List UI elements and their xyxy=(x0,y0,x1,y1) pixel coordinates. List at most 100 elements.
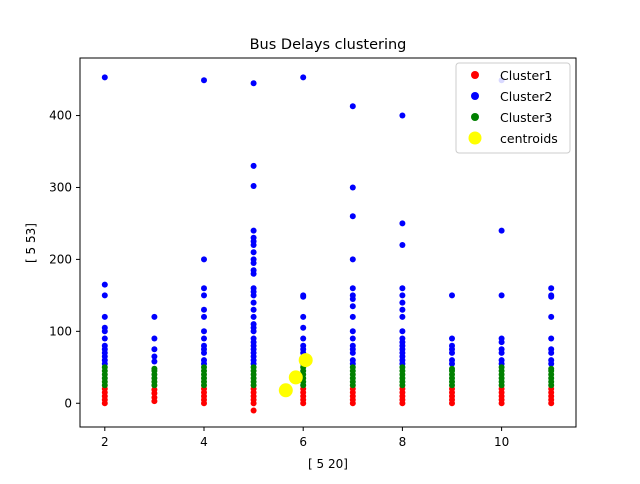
data-point xyxy=(349,328,356,335)
data-point xyxy=(101,292,108,299)
data-point xyxy=(498,364,505,371)
data-point xyxy=(349,349,356,356)
legend: Cluster1 Cluster2 Cluster3 centroids xyxy=(455,62,571,154)
legend-entry-cluster3: Cluster3 xyxy=(471,110,552,125)
data-point xyxy=(399,328,406,335)
data-point xyxy=(548,365,555,372)
data-point xyxy=(250,292,257,299)
data-point xyxy=(250,183,257,189)
legend-marker xyxy=(468,131,482,145)
data-point xyxy=(449,292,455,299)
data-point xyxy=(201,349,207,356)
data-point xyxy=(250,313,257,320)
data-point xyxy=(300,293,307,300)
data-point xyxy=(250,270,257,277)
data-point xyxy=(399,306,406,313)
legend-label: centroids xyxy=(500,131,558,146)
data-point xyxy=(349,296,356,302)
data-point xyxy=(250,306,257,313)
data-point xyxy=(300,74,307,81)
x-tick-label: 2 xyxy=(101,435,109,449)
data-point xyxy=(201,292,207,299)
data-point xyxy=(399,313,406,320)
axes-frame xyxy=(79,57,577,428)
series-cluster3 xyxy=(101,364,555,389)
data-point xyxy=(101,313,108,320)
data-point xyxy=(250,227,257,234)
chart-title: Bus Delays clustering xyxy=(250,37,407,53)
data-point xyxy=(250,260,257,266)
data-point xyxy=(151,386,158,393)
data-point xyxy=(101,281,108,288)
data-point xyxy=(399,112,406,119)
y-tick-label: 400 xyxy=(49,109,72,123)
y-tick-label: 200 xyxy=(49,252,72,266)
data-point xyxy=(151,365,158,372)
legend-label: Cluster3 xyxy=(500,110,552,125)
data-point xyxy=(548,285,555,292)
data-point xyxy=(300,335,307,342)
data-point xyxy=(399,242,406,248)
data-point xyxy=(101,74,108,81)
data-point xyxy=(201,313,207,320)
data-point xyxy=(151,358,158,365)
data-point xyxy=(151,353,158,360)
data-point xyxy=(349,313,356,320)
data-point xyxy=(298,353,313,368)
data-point xyxy=(498,292,505,299)
data-point xyxy=(201,328,207,335)
data-point xyxy=(250,364,257,371)
data-point xyxy=(201,364,207,371)
x-tick-label: 6 xyxy=(299,435,307,449)
data-point xyxy=(548,293,555,300)
data-point xyxy=(399,299,406,306)
data-point xyxy=(250,328,257,335)
data-point xyxy=(101,328,108,335)
data-point xyxy=(349,256,356,263)
data-point xyxy=(300,324,307,331)
data-point xyxy=(449,335,455,342)
data-point xyxy=(250,242,257,248)
data-point xyxy=(300,313,307,320)
legend-marker xyxy=(471,71,479,79)
y-tick-label: 300 xyxy=(49,180,72,194)
data-point xyxy=(349,285,356,292)
data-point xyxy=(349,213,356,220)
data-point xyxy=(548,349,555,356)
legend-box xyxy=(455,62,571,154)
data-point xyxy=(399,292,406,299)
data-point xyxy=(399,220,406,227)
data-point xyxy=(288,370,303,385)
legend-entry-cluster1: Cluster1 xyxy=(471,68,552,83)
data-point xyxy=(498,227,505,234)
legend-label: Cluster2 xyxy=(500,89,552,104)
data-point xyxy=(498,339,505,346)
x-axis-label: [ 5 20] xyxy=(308,457,348,471)
data-point xyxy=(151,313,158,320)
data-point xyxy=(548,360,555,367)
x-tick-label: 8 xyxy=(399,435,407,449)
legend-label: Cluster1 xyxy=(500,68,552,83)
x-tick-label: 4 xyxy=(200,435,208,449)
legend-entry-cluster2: Cluster2 xyxy=(471,89,552,104)
data-point xyxy=(349,335,356,342)
data-point xyxy=(201,335,207,342)
data-point xyxy=(250,299,257,306)
data-point xyxy=(498,349,505,356)
data-point xyxy=(399,364,406,371)
data-point xyxy=(201,285,207,292)
legend-entry-centroids: centroids xyxy=(468,131,558,146)
data-point xyxy=(101,335,108,342)
y-tick-label: 100 xyxy=(49,324,72,338)
legend-marker xyxy=(471,92,479,100)
data-point xyxy=(250,162,257,169)
data-point xyxy=(548,335,555,342)
data-point xyxy=(250,407,257,414)
data-point xyxy=(151,394,158,401)
data-point xyxy=(151,346,158,353)
series-centroids xyxy=(278,353,313,398)
data-point xyxy=(201,256,207,263)
data-point xyxy=(349,103,356,110)
